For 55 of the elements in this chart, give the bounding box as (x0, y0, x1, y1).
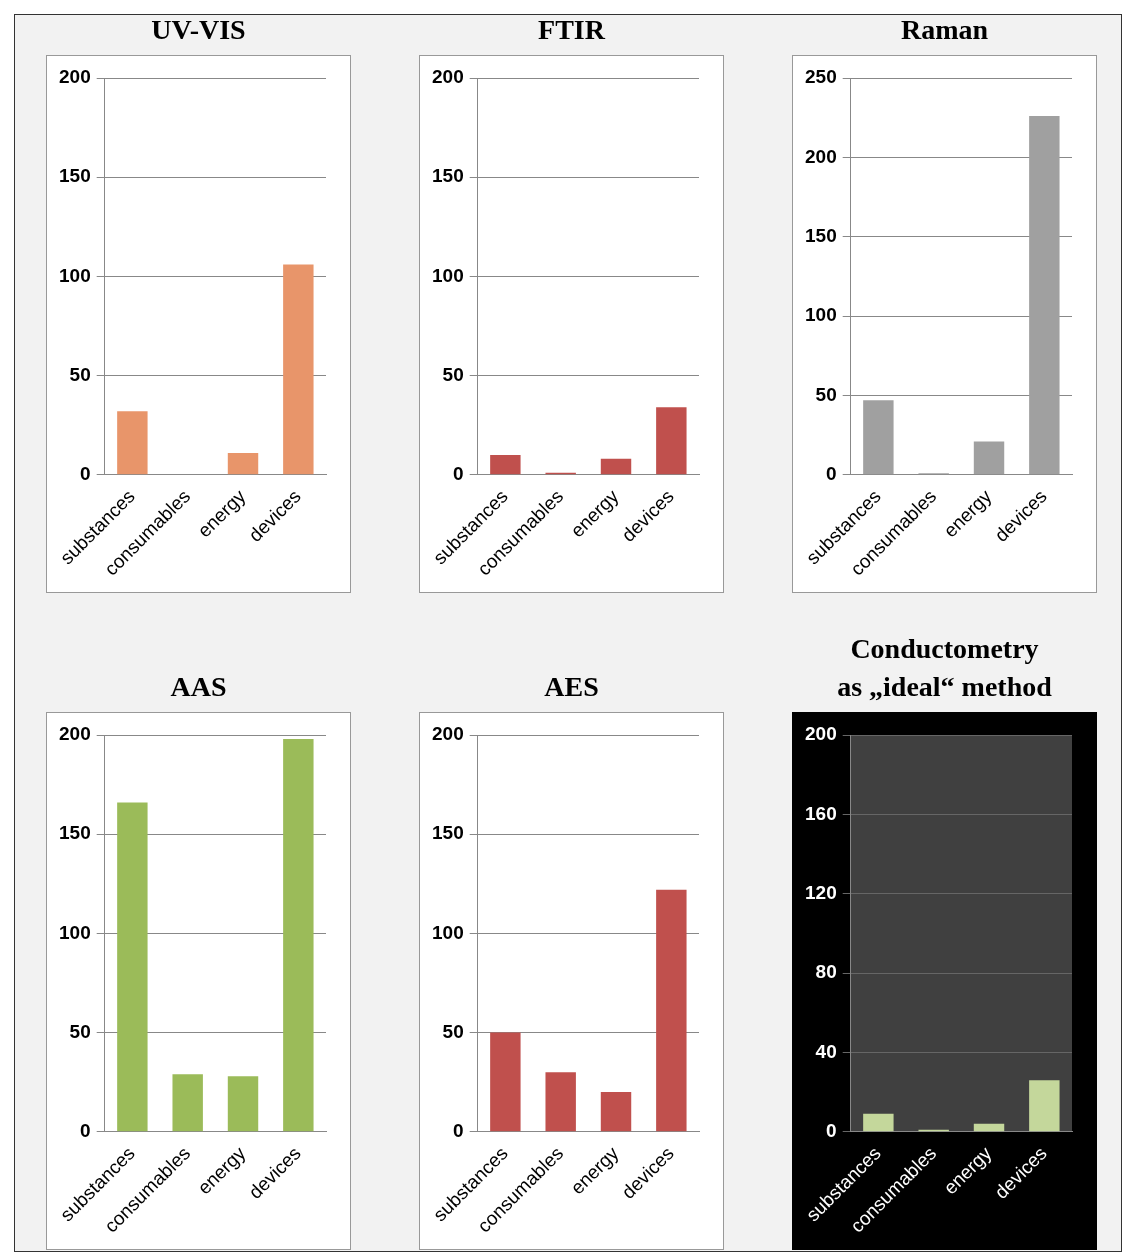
y-tick-label: 50 (442, 1020, 464, 1042)
bar (600, 458, 632, 475)
y-tick-label: 100 (432, 264, 464, 286)
y-tick-label: 100 (59, 264, 91, 286)
bar (490, 1032, 521, 1132)
y-tick-label: 50 (69, 363, 91, 385)
y-tick-label: 200 (432, 723, 464, 745)
bar (656, 407, 687, 475)
y-tick-label: 150 (432, 822, 464, 844)
y-tick-label: 50 (69, 1020, 91, 1042)
bar (227, 1076, 259, 1132)
bar (117, 802, 148, 1132)
y-tick-label: 120 (805, 881, 837, 903)
y-tick-label: 100 (432, 921, 464, 943)
y-tick-label: 200 (432, 66, 464, 88)
y-tick-label: 80 (815, 961, 837, 983)
bar (656, 889, 687, 1132)
bar (973, 441, 1005, 475)
y-tick-label: 100 (59, 921, 91, 943)
y-tick-label: 200 (59, 66, 91, 88)
y-tick-label: 150 (59, 165, 91, 187)
y-tick-label: 0 (826, 462, 837, 484)
chart-title: AAS (169, 670, 228, 704)
y-tick-label: 0 (826, 1119, 837, 1141)
bar (172, 1074, 203, 1132)
bar (1029, 116, 1060, 475)
y-tick-label: 0 (453, 462, 464, 484)
chart-title: UV-VIS (150, 13, 247, 47)
bar (283, 264, 314, 475)
y-tick-label: 0 (80, 1119, 91, 1141)
y-tick-label: 50 (442, 363, 464, 385)
bar (600, 1092, 632, 1132)
bar (545, 1072, 576, 1132)
y-tick-label: 200 (59, 723, 91, 745)
bar (227, 452, 259, 475)
chart-title: Raman (899, 13, 990, 47)
y-tick-label: 200 (805, 723, 837, 745)
bar (283, 738, 314, 1132)
y-tick-label: 200 (805, 145, 837, 167)
bar (490, 454, 521, 475)
y-tick-label: 250 (805, 66, 837, 88)
y-tick-label: 0 (80, 462, 91, 484)
y-tick-label: 160 (805, 802, 837, 824)
y-tick-label: 100 (805, 304, 837, 326)
bar (117, 411, 148, 475)
y-tick-label: 50 (815, 383, 837, 405)
bar (863, 400, 894, 475)
chart-title: AES (543, 670, 600, 704)
chart-title: Conductometry as „ideal“ method (836, 632, 1053, 704)
y-tick-label: 150 (432, 165, 464, 187)
y-tick-label: 150 (805, 224, 837, 246)
y-tick-label: 150 (59, 822, 91, 844)
y-tick-label: 40 (815, 1040, 837, 1062)
y-tick-label: 0 (453, 1119, 464, 1141)
chart-title: FTIR (537, 13, 607, 47)
